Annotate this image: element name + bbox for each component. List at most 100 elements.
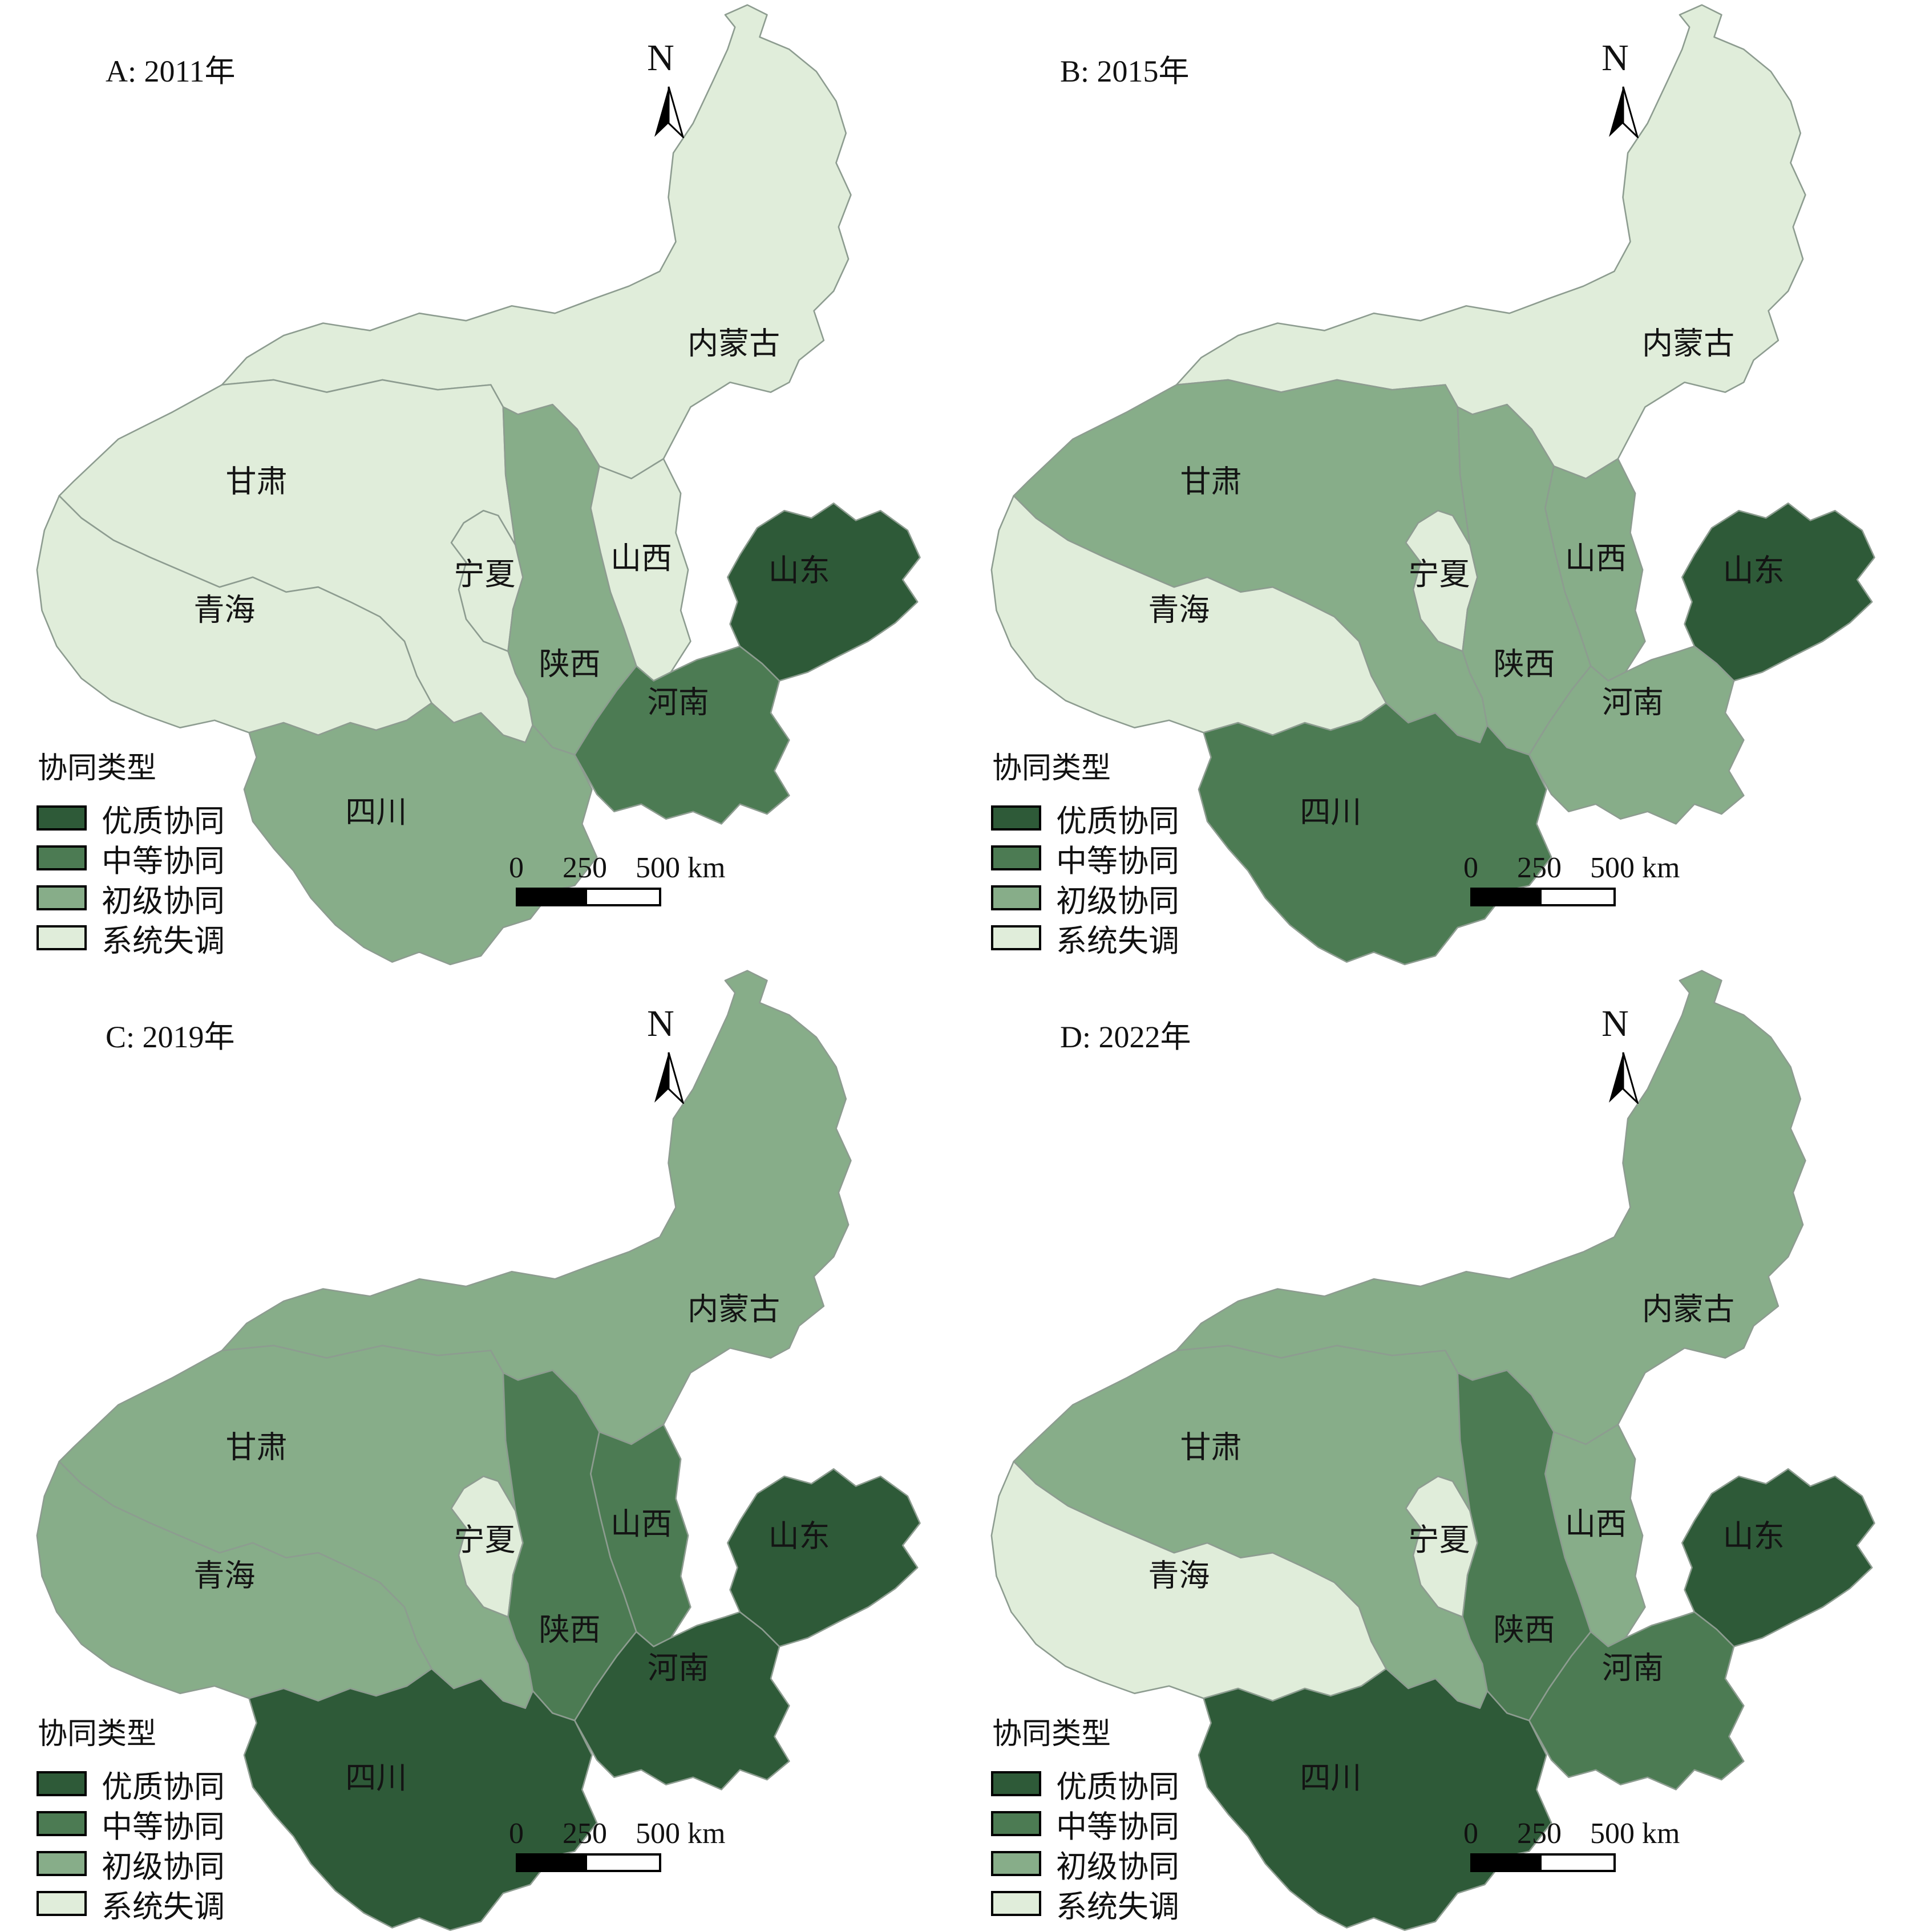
legend-item: 初级协同 bbox=[37, 878, 225, 918]
province-shandong bbox=[726, 1468, 921, 1647]
province-label-shandong: 山东 bbox=[769, 1519, 830, 1553]
legend-item: 初级协同 bbox=[37, 1844, 225, 1884]
panel-d: 内蒙古 甘肃 青海 宁夏 陕西 山西 山东 河南 四川 D: 2022年 N 协… bbox=[954, 966, 1909, 1931]
legend-item: 中等协同 bbox=[37, 838, 225, 878]
legend-item: 系统失调 bbox=[37, 918, 225, 958]
province-shandong bbox=[1681, 1468, 1875, 1647]
scalebar: 0 250 500 km bbox=[1461, 1817, 1724, 1872]
scalebar-label-0: 0 bbox=[509, 1817, 524, 1850]
legend: 协同类型 优质协同 中等协同 初级协同 系统失调 bbox=[37, 1710, 225, 1924]
north-label: N bbox=[647, 37, 674, 79]
province-shandong bbox=[726, 502, 921, 682]
legend-swatch-medium bbox=[37, 1811, 87, 1836]
province-label-henan: 河南 bbox=[1602, 686, 1664, 720]
province-label-qinghai: 青海 bbox=[193, 1559, 255, 1593]
panel-title-a: A: 2011年 bbox=[106, 54, 236, 88]
map-a: 内蒙古 甘肃 青海 宁夏 陕西 山西 山东 河南 四川 bbox=[36, 4, 921, 966]
legend-swatch-primary bbox=[991, 1851, 1041, 1876]
legend-item-label: 优质协同 bbox=[1056, 1769, 1179, 1804]
province-label-shandong: 山东 bbox=[1723, 553, 1785, 588]
legend-item-label: 系统失调 bbox=[1056, 1889, 1179, 1924]
north-arrow-icon bbox=[654, 86, 685, 138]
province-label-sichuan: 四川 bbox=[345, 1761, 407, 1795]
legend-item: 系统失调 bbox=[991, 918, 1179, 958]
scalebar-labels: 0 250 500 km bbox=[1461, 1817, 1724, 1853]
province-label-neimenggu: 内蒙古 bbox=[1642, 1293, 1734, 1327]
province-label-shanxi: 山西 bbox=[610, 1507, 672, 1541]
province-sichuan bbox=[243, 702, 598, 966]
scalebar-label-500km: 500 km bbox=[636, 1817, 726, 1850]
legend-swatch-medium bbox=[37, 845, 87, 870]
legend: 协同类型 优质协同 中等协同 初级协同 系统失调 bbox=[37, 744, 225, 958]
scalebar-black-segment bbox=[518, 890, 587, 904]
scalebar-black-segment bbox=[1473, 890, 1542, 904]
province-shanxi bbox=[590, 458, 691, 682]
province-shanxi bbox=[1544, 458, 1646, 682]
scalebar-labels: 0 250 500 km bbox=[507, 1817, 769, 1853]
legend-item-label: 优质协同 bbox=[102, 804, 225, 839]
province-label-shaanxi: 陕西 bbox=[1494, 647, 1555, 682]
scalebar-label-250: 250 bbox=[563, 1817, 607, 1850]
scalebar-labels: 0 250 500 km bbox=[507, 851, 769, 888]
legend-swatch-medium bbox=[991, 1811, 1041, 1836]
province-label-qinghai: 青海 bbox=[1148, 1559, 1210, 1593]
legend-swatch-medium bbox=[991, 845, 1041, 870]
scalebar-label-250: 250 bbox=[563, 852, 607, 884]
scalebar-bar bbox=[1470, 1853, 1616, 1872]
scalebar-label-250: 250 bbox=[1517, 1817, 1562, 1850]
north-arrow-icon bbox=[1609, 86, 1639, 138]
legend-item-label: 优质协同 bbox=[102, 1769, 225, 1804]
legend-item-label: 优质协同 bbox=[1056, 804, 1179, 839]
north-label: N bbox=[1601, 37, 1629, 79]
legend-swatch-excellent bbox=[37, 805, 87, 831]
province-label-shaanxi: 陕西 bbox=[1494, 1613, 1555, 1647]
province-label-gansu: 甘肃 bbox=[1180, 465, 1242, 499]
legend-item-label: 系统失调 bbox=[1056, 924, 1179, 958]
province-shanxi bbox=[590, 1424, 691, 1647]
legend-item: 系统失调 bbox=[991, 1884, 1179, 1924]
province-label-shaanxi: 陕西 bbox=[539, 647, 601, 682]
north-label: N bbox=[647, 1003, 674, 1044]
province-label-gansu: 甘肃 bbox=[226, 465, 288, 499]
legend-item: 优质协同 bbox=[37, 798, 225, 839]
legend-item-label: 中等协同 bbox=[102, 844, 225, 878]
province-sichuan bbox=[1198, 1668, 1552, 1931]
legend-item-label: 中等协同 bbox=[1056, 1809, 1179, 1844]
province-label-shandong: 山东 bbox=[1723, 1519, 1785, 1553]
map-d: 内蒙古 甘肃 青海 宁夏 陕西 山西 山东 河南 四川 bbox=[990, 970, 1875, 1931]
panel-title-d: D: 2022年 bbox=[1060, 1020, 1191, 1054]
province-henan bbox=[573, 1611, 790, 1791]
province-henan bbox=[573, 645, 790, 825]
legend-item-label: 系统失调 bbox=[102, 924, 225, 958]
legend-item-label: 初级协同 bbox=[1056, 1849, 1179, 1884]
legend-item-label: 初级协同 bbox=[1056, 884, 1179, 918]
province-shanxi bbox=[1544, 1424, 1646, 1647]
legend-swatch-disorder bbox=[37, 925, 87, 950]
legend-item: 初级协同 bbox=[991, 878, 1179, 918]
province-henan bbox=[1528, 645, 1745, 825]
province-label-sichuan: 四川 bbox=[345, 795, 407, 829]
scalebar-label-0: 0 bbox=[1463, 852, 1478, 884]
scalebar-label-500km: 500 km bbox=[636, 852, 726, 884]
legend-swatch-excellent bbox=[991, 1771, 1041, 1796]
legend: 协同类型 优质协同 中等协同 初级协同 系统失调 bbox=[991, 744, 1179, 958]
legend-swatch-primary bbox=[991, 885, 1041, 910]
scalebar-bar bbox=[1470, 888, 1616, 906]
legend-swatch-excellent bbox=[991, 805, 1041, 831]
legend-item: 优质协同 bbox=[991, 1764, 1179, 1804]
map-b: 内蒙古 甘肃 青海 宁夏 陕西 山西 山东 河南 四川 bbox=[990, 4, 1875, 966]
province-label-henan: 河南 bbox=[648, 686, 709, 720]
province-label-ningxia: 宁夏 bbox=[1408, 557, 1470, 592]
scalebar-black-segment bbox=[1473, 1856, 1542, 1870]
panel-b: 内蒙古 甘肃 青海 宁夏 陕西 山西 山东 河南 四川 B: 2015年 N 协… bbox=[954, 0, 1909, 966]
legend-swatch-disorder bbox=[991, 925, 1041, 950]
legend-item: 中等协同 bbox=[37, 1804, 225, 1844]
province-label-qinghai: 青海 bbox=[193, 593, 255, 627]
legend-item-label: 初级协同 bbox=[102, 884, 225, 918]
legend-swatch-disorder bbox=[991, 1891, 1041, 1916]
legend-title: 协同类型 bbox=[38, 1718, 157, 1751]
province-henan bbox=[1528, 1611, 1745, 1791]
legend-item-label: 初级协同 bbox=[102, 1849, 225, 1884]
legend-swatch-primary bbox=[37, 1851, 87, 1876]
legend-item: 中等协同 bbox=[991, 1804, 1179, 1844]
